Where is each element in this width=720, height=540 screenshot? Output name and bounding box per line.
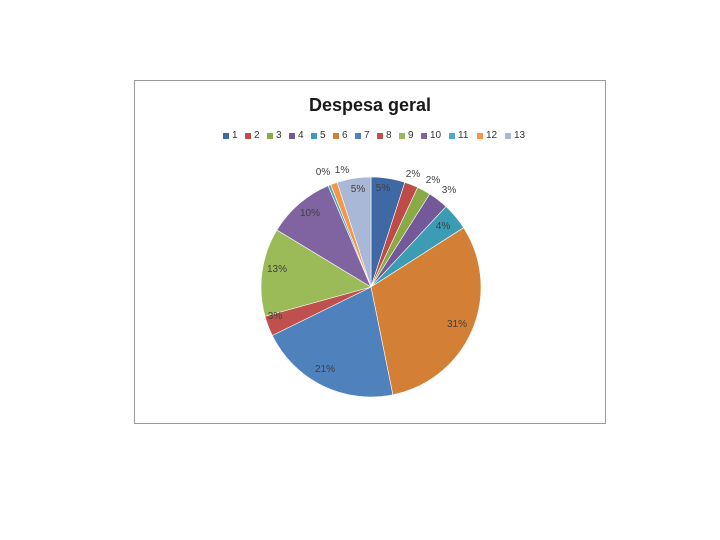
data-label-9: 13% [267, 264, 287, 275]
chart-area: Despesa geral 1 2 3 4 5 6 7 8 9 10 11 12 13 5% 2% 2% 3%… [134, 80, 606, 424]
data-label-1: 5% [376, 183, 391, 194]
legend-label: 2 [254, 130, 260, 141]
legend-label: 3 [276, 130, 282, 141]
legend-swatch [333, 133, 339, 139]
pie-chart: 5%2%2%3%4%31%21%3%13%10%0% 1%5% [260, 165, 482, 398]
data-label-6: 31% [447, 319, 467, 330]
data-label-4: 3% [442, 185, 457, 196]
pie-slice-9 [260, 229, 372, 317]
legend-label: 1 [232, 130, 238, 141]
legend-swatch [289, 133, 295, 139]
data-label-8: 3% [268, 311, 283, 322]
pie-slice-7 [271, 286, 394, 398]
data-label-3: 2% [426, 175, 441, 186]
legend-label: 7 [364, 130, 370, 141]
legend-swatch [421, 133, 427, 139]
pie-slice-6 [370, 227, 482, 396]
legend-label: 9 [408, 130, 414, 141]
legend-label: 8 [386, 130, 392, 141]
data-label-7: 21% [315, 364, 335, 375]
legend-swatch [505, 133, 511, 139]
data-label-12: 1% [335, 165, 350, 176]
legend-label: 12 [486, 130, 498, 141]
data-label-2: 2% [406, 169, 421, 180]
data-label-10: 10% [300, 208, 320, 219]
data-label-13: 5% [351, 184, 366, 195]
legend-swatch [245, 133, 251, 139]
legend-swatch [267, 133, 273, 139]
legend-label: 5 [320, 130, 326, 141]
legend-label: 13 [514, 130, 526, 141]
legend-label: 10 [430, 130, 442, 141]
legend-swatch [477, 133, 483, 139]
legend-label: 11 [458, 130, 469, 141]
legend-label: 4 [298, 130, 304, 141]
legend-swatch [355, 133, 361, 139]
data-label-5: 4% [436, 221, 451, 232]
legend-swatch [223, 133, 229, 139]
legend-swatch [377, 133, 383, 139]
legend-swatch [449, 133, 455, 139]
legend-swatch [311, 133, 317, 139]
legend-swatch [399, 133, 405, 139]
pie-slice-13 [336, 176, 372, 288]
legend-label: 6 [342, 130, 348, 141]
chart-title: Despesa geral [308, 95, 432, 115]
data-label-11: 0% [316, 167, 331, 178]
